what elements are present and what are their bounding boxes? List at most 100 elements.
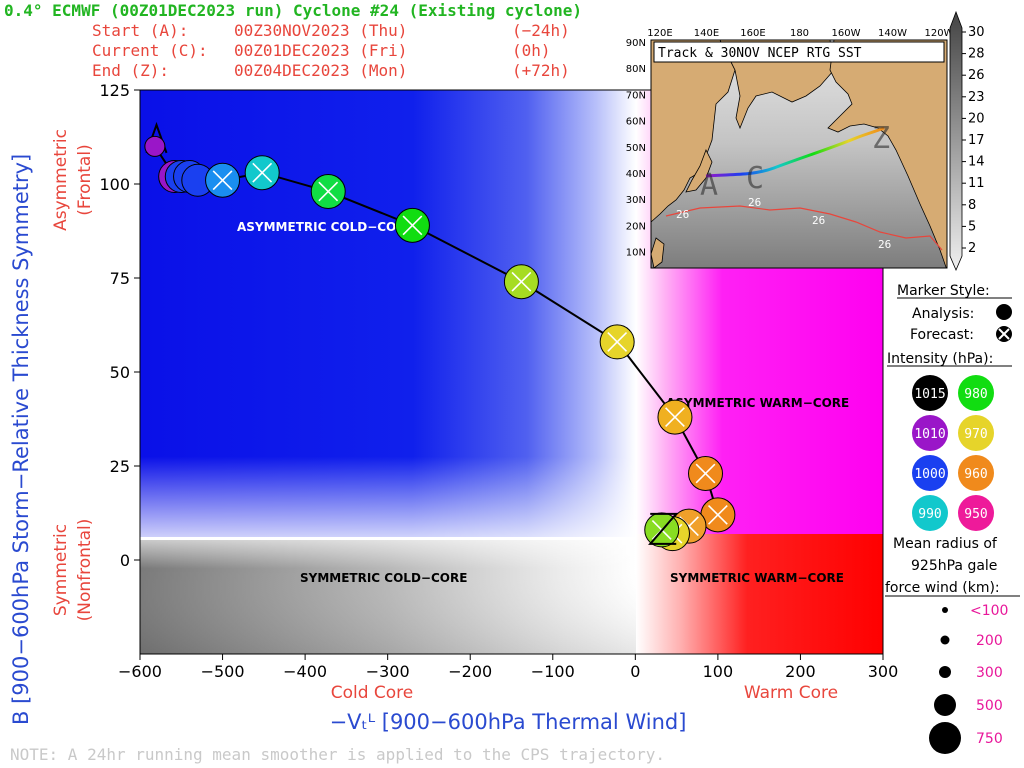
intensity-swatch — [958, 495, 994, 531]
sst-label-1: 26 — [676, 208, 689, 221]
inset-marker-z: Z — [872, 121, 890, 156]
forecast-cross — [252, 162, 273, 183]
inset-lat-label: 50N — [626, 143, 646, 154]
colorbar-tick-label: 28 — [968, 47, 985, 62]
start-date: 00Z30NOV2023 (Thu) — [234, 21, 407, 40]
colorbar-tick-label: 5 — [968, 219, 976, 234]
inset-lat-label: 90N — [626, 38, 646, 49]
legend-intensity-swatches: 1015 980 1010 970 1000 960 990 950 — [912, 375, 994, 531]
y-tick-label: 100 — [99, 175, 130, 194]
smoother-note: NOTE: A 24hr running mean smoother is ap… — [10, 745, 665, 764]
x-tick-label: −100 — [531, 662, 575, 681]
intensity-swatch-label: 1015 — [914, 387, 945, 402]
legend-forecast: Forecast: — [910, 327, 974, 343]
trajectory — [144, 121, 736, 552]
legend-analysis-marker — [996, 304, 1012, 320]
legend-radius-1: <100 — [970, 603, 1008, 619]
chart-title: 0.4° ECMWF (00Z01DEC2023 run) Cyclone #2… — [4, 1, 582, 20]
end-label: End (Z): — [92, 61, 169, 80]
legend-radius-4: 500 — [976, 698, 1003, 714]
intensity-swatch — [912, 375, 948, 411]
philippines-landmass — [651, 237, 665, 268]
inset-lat-label: 40N — [626, 169, 646, 180]
inset-marker-a: A — [700, 168, 718, 203]
intensity-swatch — [912, 495, 948, 531]
y-tick-label: 125 — [99, 81, 130, 100]
colorbar-tick-label: 2 — [968, 241, 976, 256]
x-tick-label: 0 — [630, 662, 640, 681]
intensity-swatch-label: 980 — [964, 387, 987, 402]
intensity-swatch-label: 960 — [964, 467, 987, 482]
end-marker-z — [648, 512, 679, 545]
inset-map: Track & 30NOV NCEP RTG SST A C Z 26 26 2… — [626, 28, 954, 269]
x-tick-label: −300 — [366, 662, 410, 681]
x-tick-label: 200 — [785, 662, 816, 681]
legend-radius-marker-1 — [942, 607, 948, 613]
colorbar-tick-label: 17 — [968, 133, 985, 148]
colorbar-tick-label: 14 — [968, 155, 985, 170]
region-asym-cold: ASYMMETRIC COLD−CORE — [237, 220, 414, 234]
inset-lon-label: 120W — [925, 28, 954, 39]
legend-radius-marker-5 — [929, 722, 961, 754]
y-axis-ticks: 125 100 75 50 25 0 — [99, 81, 140, 570]
legend-radius-title-2: 925hPa gale — [911, 558, 997, 574]
colorbar-tick-label: 26 — [968, 68, 985, 83]
inset-lat-label: 30N — [626, 195, 646, 206]
start-label: Start (A): — [92, 21, 188, 40]
legend-radius-marker-3 — [939, 666, 951, 678]
intensity-swatch — [912, 415, 948, 451]
colorbar-ticks: 30 28 26 23 20 17 14 11 8 5 2 — [962, 25, 985, 256]
colorbar-tick-label: 30 — [968, 25, 985, 40]
sst-26-isotherm — [665, 205, 943, 251]
intensity-swatch-label: 970 — [964, 427, 987, 442]
legend-forecast-marker — [996, 326, 1012, 342]
sst-label-4: 26 — [878, 238, 891, 251]
legend-marker-style-title: Marker Style: — [897, 283, 990, 299]
intensity-swatch — [958, 375, 994, 411]
x-axis-ticks: −600 −500 −400 −300 −200 −100 0 100 200 300 — [118, 654, 898, 681]
end-date: 00Z04DEC2023 (Mon) — [234, 61, 407, 80]
sst-label-2: 26 — [748, 196, 761, 209]
inset-lat-label: 80N — [626, 64, 646, 75]
inset-lon-label: 140W — [878, 28, 907, 39]
intensity-swatch-label: 950 — [964, 507, 987, 522]
x-tick-label: 100 — [703, 662, 734, 681]
x-right-label: Warm Core — [744, 683, 838, 703]
legend-radius-marker-4 — [934, 694, 956, 716]
japan-landmass — [685, 149, 713, 193]
y-top-label-2: (Frontal) — [75, 144, 95, 215]
colorbar-tick-label: 23 — [968, 90, 985, 105]
inset-marker-c: C — [746, 161, 764, 196]
inset-lon-label: 140E — [694, 28, 719, 39]
current-offset: (0h) — [512, 41, 551, 60]
y-tick-label: 0 — [120, 551, 130, 570]
inset-lat-label: 10N — [626, 248, 646, 259]
forecast-cross — [707, 504, 728, 525]
intensity-swatch — [958, 415, 994, 451]
colorbar-tick-label: 20 — [968, 111, 985, 126]
legend: Marker Style: Analysis: Forecast: Intens… — [885, 283, 1020, 754]
colorbar-tick-label: 8 — [968, 198, 976, 213]
y-axis-title: B [900−600hPa Storm−Relative Thickness S… — [9, 154, 33, 725]
forecast-cross — [665, 407, 685, 428]
x-tick-label: −600 — [118, 662, 162, 681]
end-offset: (+72h) — [512, 61, 570, 80]
inset-lat-label: 20N — [626, 221, 646, 232]
intensity-swatch-label: 990 — [918, 507, 941, 522]
legend-radius-title-3: force wind (km): — [885, 580, 1000, 596]
legend-radius-5: 750 — [976, 731, 1003, 747]
inset-title-box — [653, 41, 945, 63]
y-bottom-label-1: Symmetric — [51, 524, 71, 616]
intensity-swatch — [958, 455, 994, 491]
y-tick-label: 50 — [110, 363, 130, 382]
x-tick-label: 300 — [868, 662, 899, 681]
intensity-swatch-label: 1010 — [914, 427, 945, 442]
inset-lat-label: 70N — [626, 90, 646, 101]
region-sym-warm: SYMMETRIC WARM−CORE — [670, 571, 844, 585]
x-tick-label: −400 — [283, 662, 327, 681]
inset-lat-label: 60N — [626, 117, 646, 128]
start-offset: (−24h) — [512, 21, 570, 40]
x-left-label: Cold Core — [331, 683, 414, 703]
forecast-cross — [402, 215, 423, 236]
